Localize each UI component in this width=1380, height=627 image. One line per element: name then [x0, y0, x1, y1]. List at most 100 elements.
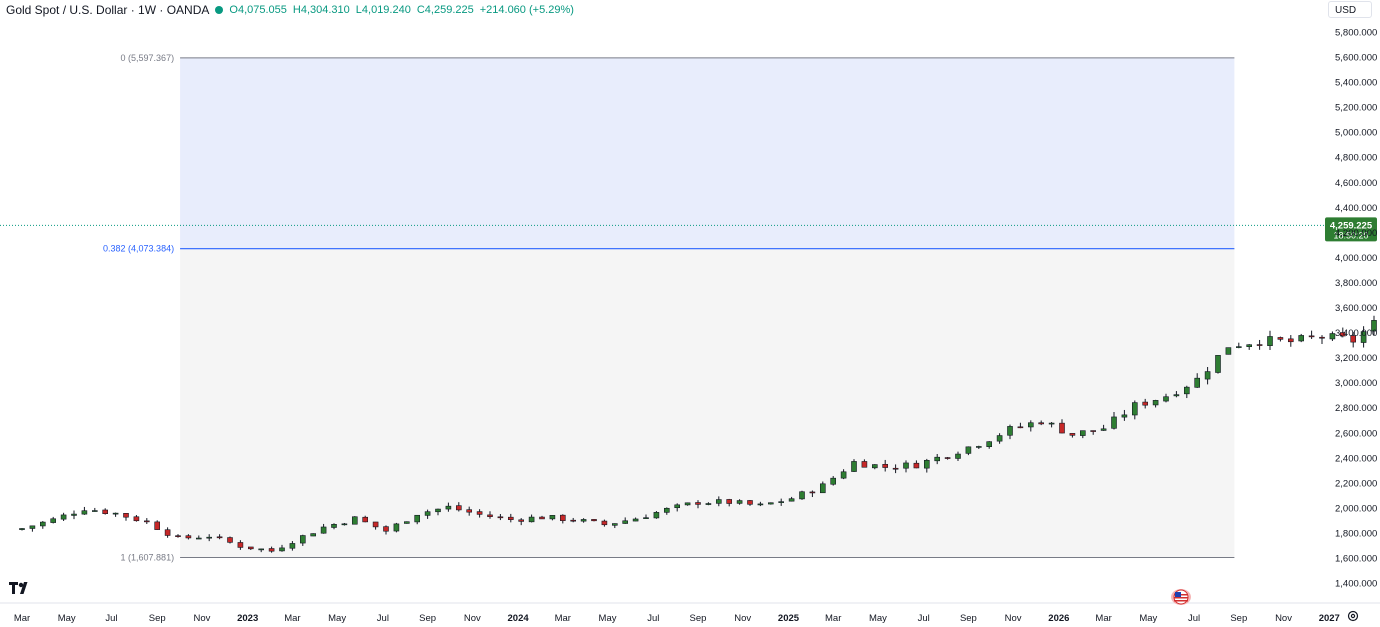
- us-flag-icon[interactable]: [1170, 588, 1192, 606]
- candle-body: [809, 491, 816, 494]
- candle: [1236, 342, 1242, 349]
- candle: [674, 503, 681, 512]
- candle: [663, 507, 670, 515]
- tradingview-logo-icon[interactable]: [9, 582, 33, 596]
- time-tick-label: Sep: [149, 613, 166, 624]
- candle: [476, 509, 483, 518]
- candle: [819, 481, 826, 494]
- candle: [653, 511, 660, 519]
- candle-body: [840, 471, 847, 479]
- candle-body: [1152, 400, 1159, 406]
- candle: [1048, 422, 1055, 428]
- candle: [705, 502, 712, 506]
- candle-body: [570, 519, 577, 522]
- settings-gear-icon[interactable]: [1347, 610, 1359, 622]
- candle: [830, 476, 837, 486]
- candle: [102, 508, 108, 515]
- candle-body: [1163, 396, 1169, 402]
- candle-body: [476, 511, 483, 515]
- candle: [175, 534, 181, 538]
- candle: [601, 519, 608, 527]
- candle: [414, 514, 421, 525]
- candle-body: [643, 517, 649, 520]
- candle: [1225, 347, 1232, 355]
- candle: [71, 510, 77, 520]
- candle: [913, 460, 920, 469]
- candle: [154, 520, 160, 530]
- candle-body: [757, 503, 764, 506]
- candle: [965, 446, 972, 456]
- candle: [757, 501, 764, 507]
- price-tick-label: 3,600.000: [1335, 303, 1377, 314]
- candle: [715, 496, 722, 507]
- symbol-title[interactable]: Gold Spot / U.S. Dollar · 1W · OANDA: [6, 3, 210, 17]
- candle: [1163, 393, 1169, 403]
- price-tick-label: 2,400.000: [1335, 453, 1377, 464]
- candle-body: [1142, 401, 1148, 406]
- candle-body: [871, 464, 878, 469]
- candle: [1215, 355, 1221, 374]
- candle-body: [944, 457, 951, 459]
- candle: [39, 521, 46, 529]
- candle-body: [1048, 422, 1055, 425]
- candle-body: [695, 502, 701, 505]
- candle-body: [71, 513, 77, 516]
- candle: [923, 458, 930, 473]
- candle-body: [320, 526, 327, 534]
- candle-body: [248, 546, 254, 550]
- candle: [331, 523, 337, 530]
- candle: [1100, 424, 1107, 431]
- candle: [1329, 331, 1336, 342]
- candle-body: [632, 518, 639, 522]
- candle: [861, 459, 868, 468]
- candle-body: [1028, 422, 1034, 428]
- candle-body: [528, 516, 535, 523]
- candle: [487, 511, 493, 519]
- candle-body: [882, 464, 889, 468]
- price-tick-label: 5,000.000: [1335, 128, 1377, 139]
- candle: [383, 525, 389, 535]
- candle: [767, 502, 774, 505]
- candle-body: [705, 503, 712, 505]
- candle-body: [112, 512, 119, 515]
- fib-label-0: 0 (5,597.367): [121, 53, 175, 63]
- candle: [632, 517, 639, 522]
- time-tick-label: Jul: [918, 613, 930, 624]
- candle-body: [414, 514, 421, 523]
- candle: [643, 514, 649, 520]
- candle-body: [903, 462, 909, 469]
- candle: [362, 515, 369, 523]
- time-tick-label: Nov: [734, 613, 751, 624]
- time-tick-label: Mar: [555, 613, 571, 624]
- candle-body: [92, 510, 98, 512]
- candle-body: [1350, 335, 1356, 343]
- candle-body: [996, 435, 1003, 442]
- candle: [1069, 433, 1076, 438]
- candle: [133, 514, 140, 522]
- candle-body: [767, 502, 774, 505]
- candle-body: [747, 500, 753, 505]
- currency-button[interactable]: USD: [1328, 1, 1372, 18]
- candle: [92, 507, 98, 512]
- time-tick-label: Mar: [284, 613, 300, 624]
- candle: [216, 534, 223, 540]
- candle: [1184, 385, 1190, 399]
- candle: [123, 513, 129, 521]
- candle: [196, 535, 202, 540]
- candle-body: [1111, 416, 1117, 429]
- candle-body: [1038, 422, 1044, 425]
- candle-body: [1121, 414, 1128, 418]
- candle: [736, 499, 743, 505]
- candle: [299, 534, 306, 546]
- candle-body: [861, 461, 868, 468]
- candle: [289, 541, 296, 551]
- candle-body: [175, 535, 181, 537]
- time-tick-label: 2025: [778, 613, 800, 624]
- candle-body: [268, 548, 275, 552]
- price-tick-label: 5,800.000: [1335, 27, 1377, 38]
- candle-body: [923, 459, 930, 469]
- symbol-legend: Gold Spot / U.S. Dollar · 1W · OANDA O4,…: [6, 2, 574, 18]
- candle-body: [341, 523, 348, 526]
- candle-body: [362, 516, 369, 523]
